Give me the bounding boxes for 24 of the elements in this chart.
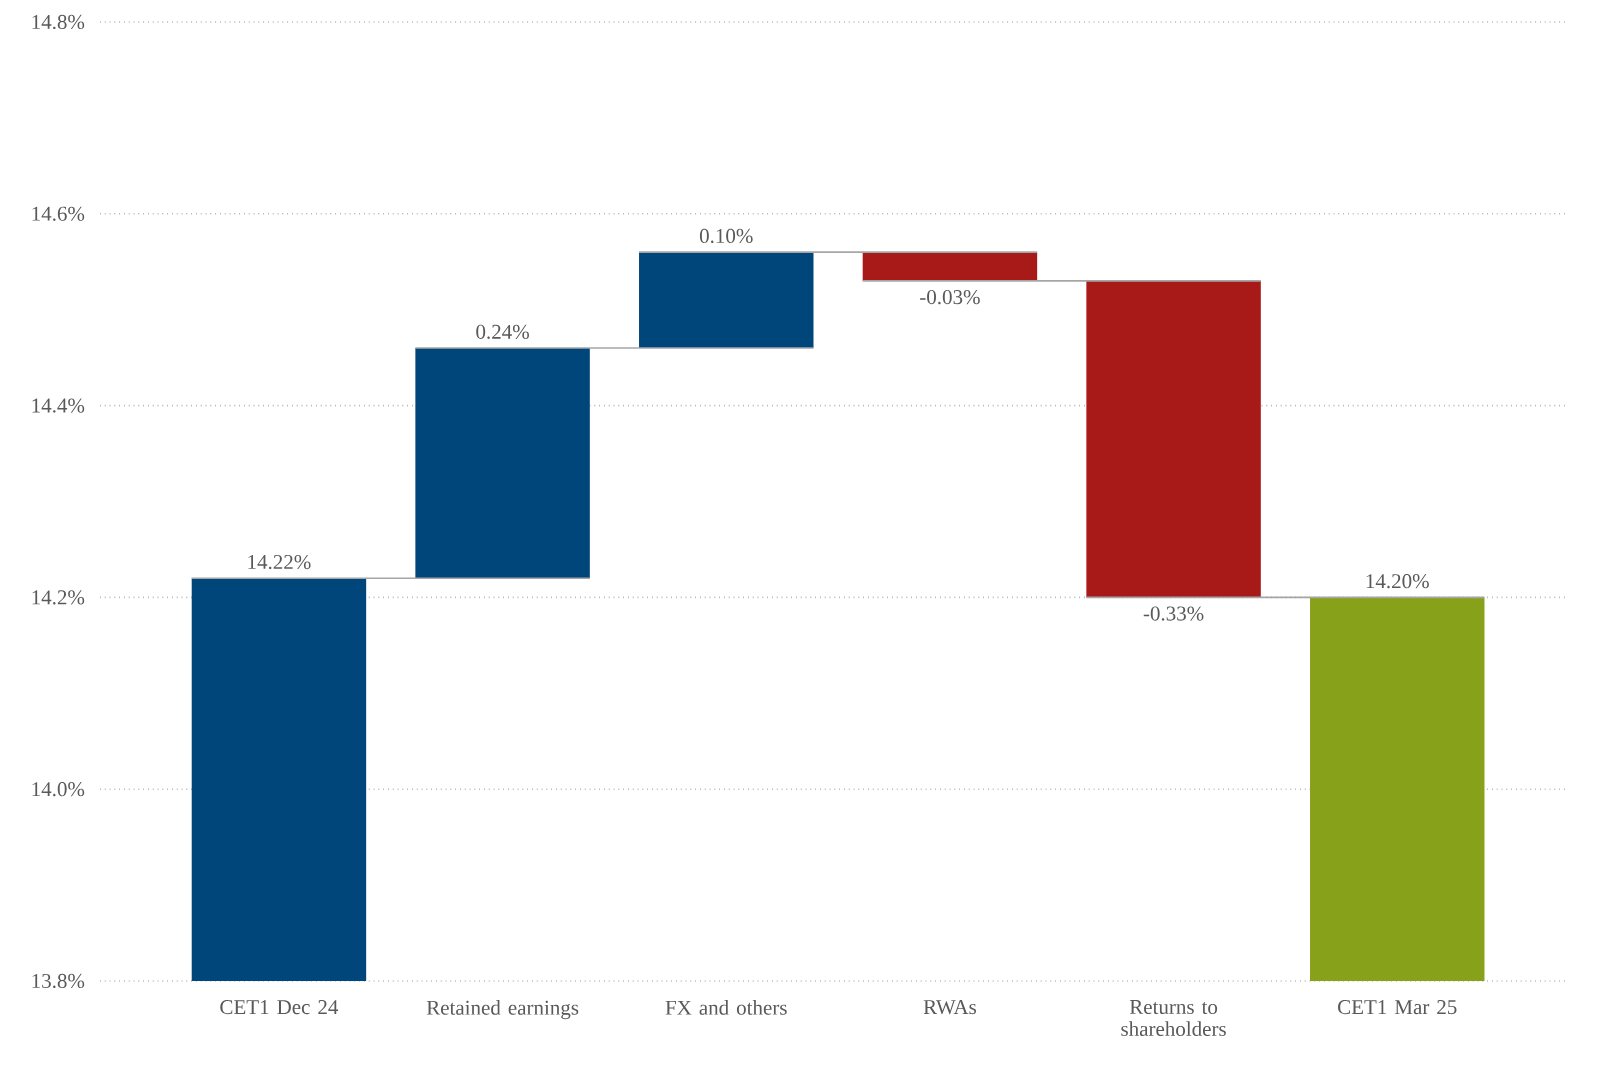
y-tick-label: 14.6% bbox=[32, 206, 85, 221]
x-tick-label: RWAs bbox=[923, 1000, 976, 1015]
data-label: 0.24% bbox=[476, 324, 529, 339]
data-label: 14.22% bbox=[248, 554, 311, 570]
y-tick-label: 14.8% bbox=[32, 14, 85, 30]
data-label: 0.10% bbox=[699, 228, 753, 244]
bar bbox=[1086, 280, 1261, 598]
bar bbox=[639, 252, 814, 349]
x-tick-label: FX and others bbox=[665, 1000, 787, 1015]
y-tick-label: 14.4% bbox=[32, 398, 85, 413]
bar bbox=[191, 578, 367, 981]
x-tick-label: Retained earnings bbox=[426, 1000, 579, 1020]
y-tick-label: 14.2% bbox=[32, 590, 85, 605]
x-tick-label: Returns to shareholders bbox=[1121, 1000, 1226, 1037]
data-label: 14.20% bbox=[1366, 574, 1429, 589]
bar bbox=[415, 348, 590, 579]
bar bbox=[1310, 597, 1485, 981]
data-label: -0.03% bbox=[920, 289, 980, 305]
x-tick-label: CET1 Mar 25 bbox=[1338, 1000, 1457, 1015]
y-tick-label: 13.8% bbox=[32, 973, 85, 989]
y-tick-label: 14.0% bbox=[32, 782, 85, 797]
x-tick-label: CET1 Dec 24 bbox=[220, 1000, 339, 1015]
bar bbox=[862, 252, 1038, 281]
data-label: -0.33% bbox=[1143, 606, 1204, 621]
